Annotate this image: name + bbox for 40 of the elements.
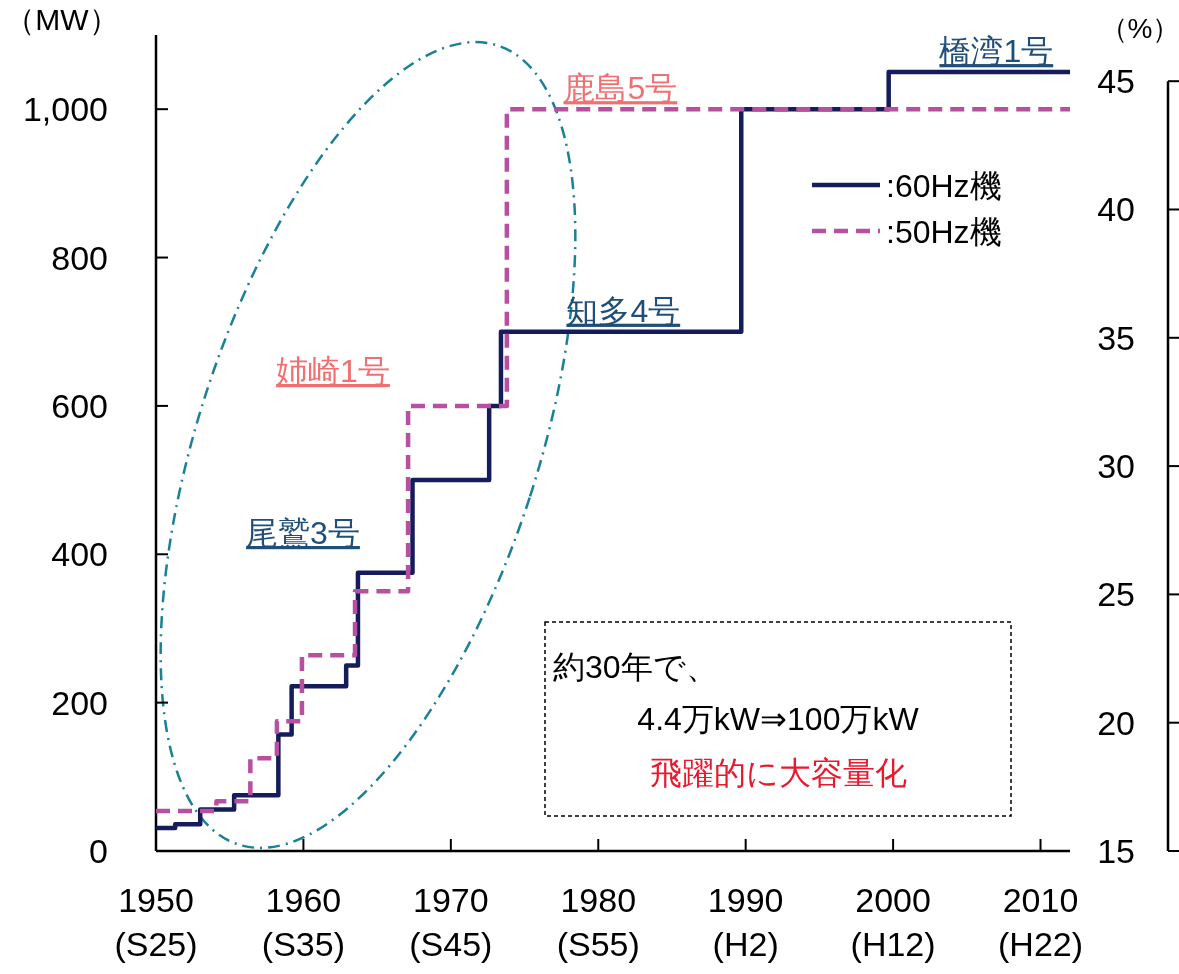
x-tick-label: 1980	[560, 881, 637, 919]
x-tick-label: 2000	[855, 881, 931, 919]
text: (H2)	[712, 925, 779, 963]
y2-tick-label: 25	[1097, 575, 1135, 614]
text: (S25)	[114, 925, 198, 963]
text: (H22)	[998, 925, 1084, 963]
legend-label: :50Hz機	[886, 214, 1002, 250]
annotation: 知多4号	[566, 292, 681, 329]
y2-tick-label: 20	[1097, 703, 1135, 742]
annotation: 姉崎1号	[276, 353, 390, 389]
y-tick-label: 0	[89, 832, 108, 870]
y2-axis-title: （%）	[1099, 13, 1179, 44]
text: (S55)	[556, 925, 640, 963]
y-tick-label: 1,000	[22, 90, 108, 129]
y2-tick-label: 45	[1097, 62, 1135, 101]
y-tick-label: 800	[51, 238, 108, 277]
y2-tick-label: 35	[1097, 318, 1135, 357]
y2-tick-label: 30	[1097, 447, 1135, 486]
y-axis-title: （MW）	[5, 3, 119, 36]
annotation: 鹿島5号	[563, 70, 678, 107]
x-tick-label: 1970	[413, 881, 489, 919]
x-tick-label: 2010	[1002, 881, 1079, 919]
x-tick-label: 1960	[265, 881, 342, 919]
y-tick-label: 200	[51, 683, 108, 722]
y-tick-label: 600	[51, 386, 108, 425]
annotation: 飛躍的に大容量化	[649, 755, 907, 791]
annotation: 4.4万kW⇒100万kW	[637, 701, 920, 737]
legend-label: :60Hz機	[886, 168, 1002, 204]
y-tick-label: 400	[51, 535, 108, 574]
x-tick-label: 1990	[707, 881, 784, 919]
annotation: 尾鷲3号	[246, 515, 360, 551]
annotation: 橋湾1号	[939, 33, 1054, 70]
text: (H12)	[850, 925, 936, 963]
text: (S35)	[261, 925, 345, 963]
text: (S45)	[409, 925, 493, 963]
note-box: 約30年で、 4.4万kW⇒100万kW 飛躍的に大容量化	[544, 621, 1012, 817]
annotation: 約30年で、	[553, 649, 718, 685]
y2-tick-label: 40	[1097, 190, 1135, 229]
y2-tick-label: 15	[1097, 832, 1135, 870]
x-tick-label: 1950	[118, 881, 194, 919]
